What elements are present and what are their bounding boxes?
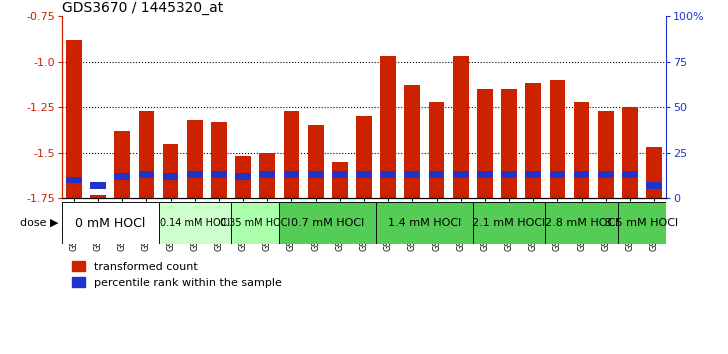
Legend: transformed count, percentile rank within the sample: transformed count, percentile rank withi…	[68, 257, 286, 292]
Bar	[259, 153, 275, 198]
Bar	[598, 171, 614, 178]
Bar	[622, 107, 638, 198]
Bar	[90, 195, 106, 198]
Bar	[545, 202, 618, 244]
Bar	[90, 182, 106, 189]
Bar	[284, 111, 299, 198]
Bar	[187, 120, 202, 198]
Bar	[66, 40, 82, 198]
Bar	[574, 171, 590, 178]
Text: 1.4 mM HOCl: 1.4 mM HOCl	[388, 218, 461, 228]
Bar	[159, 202, 231, 244]
Bar	[138, 171, 154, 178]
Bar	[453, 56, 469, 198]
Bar	[138, 111, 154, 198]
Bar	[380, 56, 396, 198]
Text: 0.35 mM HOCl: 0.35 mM HOCl	[220, 218, 290, 228]
Text: 2.1 mM HOCl: 2.1 mM HOCl	[472, 218, 546, 228]
Bar	[356, 116, 372, 198]
Bar	[618, 202, 666, 244]
Text: 0 mM HOCl: 0 mM HOCl	[75, 217, 146, 229]
Bar	[477, 171, 493, 178]
Bar	[501, 89, 517, 198]
Bar	[380, 171, 396, 178]
Bar	[453, 171, 469, 178]
Bar	[163, 144, 178, 198]
Bar	[472, 202, 545, 244]
Bar	[284, 171, 299, 178]
Bar	[526, 171, 541, 178]
Bar	[211, 122, 227, 198]
Bar	[235, 173, 251, 179]
Bar	[163, 173, 178, 179]
Bar	[356, 171, 372, 178]
Bar	[114, 131, 130, 198]
Bar	[211, 171, 227, 178]
Bar	[332, 171, 348, 178]
Text: 0.14 mM HOCl: 0.14 mM HOCl	[159, 218, 230, 228]
Bar	[280, 202, 376, 244]
Bar	[376, 202, 472, 244]
Bar	[231, 202, 280, 244]
Bar	[574, 102, 590, 198]
Text: dose ▶: dose ▶	[20, 218, 58, 228]
Bar	[259, 171, 275, 178]
Text: 0.7 mM HOCl: 0.7 mM HOCl	[291, 218, 365, 228]
Bar	[429, 171, 444, 178]
Bar	[622, 171, 638, 178]
Text: 3.5 mM HOCl: 3.5 mM HOCl	[606, 218, 678, 228]
Bar	[598, 111, 614, 198]
Bar	[477, 89, 493, 198]
Text: GDS3670 / 1445320_at: GDS3670 / 1445320_at	[62, 1, 223, 15]
Bar	[308, 171, 323, 178]
Bar	[405, 171, 420, 178]
Text: 2.8 mM HOCl: 2.8 mM HOCl	[545, 218, 618, 228]
Bar	[187, 171, 202, 178]
Bar	[646, 182, 662, 189]
Bar	[308, 125, 323, 198]
Bar	[405, 85, 420, 198]
Bar	[429, 102, 444, 198]
Bar	[526, 84, 541, 198]
Bar	[550, 171, 565, 178]
Bar	[66, 177, 82, 183]
Bar	[62, 202, 159, 244]
Bar	[646, 147, 662, 198]
Bar	[332, 162, 348, 198]
Bar	[235, 156, 251, 198]
Bar	[501, 171, 517, 178]
Bar	[114, 173, 130, 179]
Bar	[550, 80, 565, 198]
